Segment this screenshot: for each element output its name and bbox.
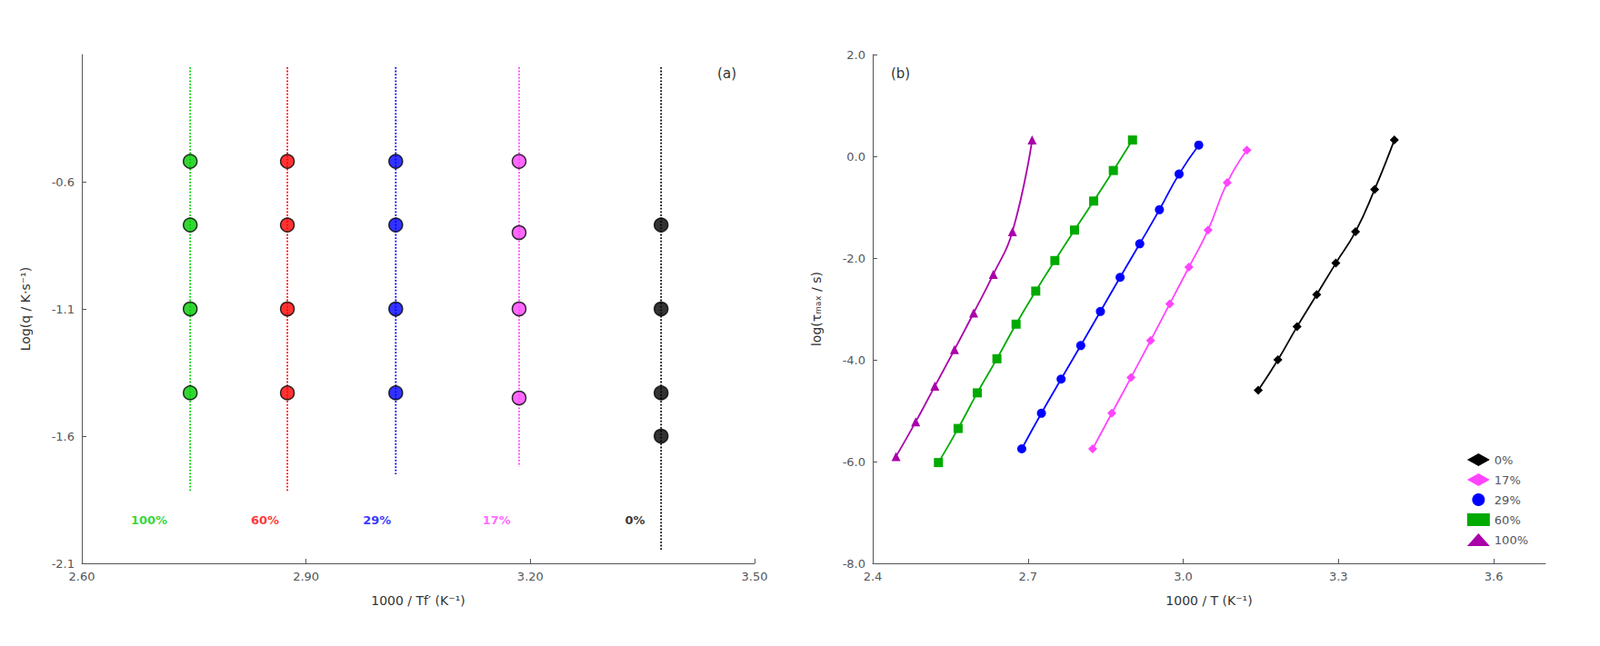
svg-text:2.60: 2.60 (69, 570, 96, 584)
svg-text:2.7: 2.7 (1018, 570, 1038, 584)
svg-text:60%: 60% (250, 513, 280, 528)
svg-text:-1.6: -1.6 (51, 430, 75, 444)
svg-text:-0.6: -0.6 (51, 175, 75, 190)
svg-text:29%: 29% (362, 513, 391, 528)
svg-text:3.6: 3.6 (1484, 570, 1504, 584)
svg-text:0%: 0% (1494, 453, 1514, 468)
svg-text:17%: 17% (482, 513, 511, 528)
svg-text:29%: 29% (1494, 493, 1521, 508)
svg-text:100%: 100% (130, 513, 168, 528)
svg-text:-8.0: -8.0 (842, 557, 866, 571)
svg-text:-6.0: -6.0 (842, 455, 866, 470)
svg-text:17%: 17% (1494, 473, 1521, 488)
svg-text:100%: 100% (1494, 533, 1529, 548)
svg-text:1000 / Tf′ (K⁻¹): 1000 / Tf′ (K⁻¹) (370, 593, 465, 609)
svg-text:(a): (a) (717, 65, 737, 82)
svg-text:3.50: 3.50 (741, 570, 769, 584)
svg-text:-4.0: -4.0 (842, 353, 866, 368)
svg-text:3.20: 3.20 (517, 570, 544, 584)
svg-text:2.90: 2.90 (292, 570, 320, 584)
svg-text:60%: 60% (1494, 513, 1521, 528)
svg-text:log(τₘₐₓ / s): log(τₘₐₓ / s) (809, 271, 824, 347)
svg-text:3.3: 3.3 (1329, 570, 1349, 584)
svg-text:1000 / T (K⁻¹): 1000 / T (K⁻¹) (1165, 593, 1252, 609)
svg-text:0%: 0% (624, 513, 645, 528)
svg-text:(b): (b) (890, 65, 910, 82)
svg-text:-1.1: -1.1 (51, 302, 75, 317)
svg-text:0.0: 0.0 (846, 150, 866, 164)
svg-text:2.4: 2.4 (863, 570, 883, 584)
svg-text:Log(q / K·s⁻¹): Log(q / K·s⁻¹) (18, 267, 33, 351)
svg-text:-2.1: -2.1 (51, 557, 75, 571)
svg-text:-2.0: -2.0 (842, 251, 866, 266)
svg-text:3.0: 3.0 (1173, 570, 1193, 584)
svg-text:2.0: 2.0 (846, 48, 866, 62)
